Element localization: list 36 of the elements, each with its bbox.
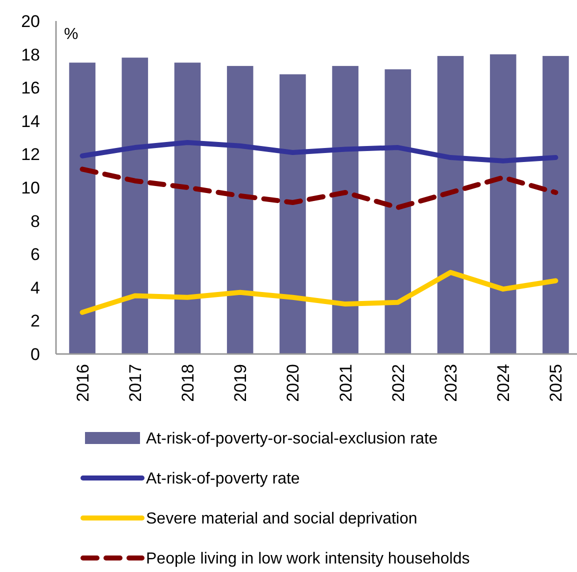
legend-label: People living in low work intensity households xyxy=(146,550,470,568)
x-tick-label: 2024 xyxy=(494,364,514,402)
y-tick-label: 12 xyxy=(21,145,40,164)
y-tick-label: 18 xyxy=(21,45,40,64)
x-tick-label: 2017 xyxy=(126,364,145,402)
y-axis-title: % xyxy=(64,26,78,43)
bar xyxy=(69,62,96,354)
bar xyxy=(542,56,569,354)
x-tick-label: 2020 xyxy=(284,364,303,402)
x-tick-label: 2025 xyxy=(546,364,566,402)
x-tick-label: 2021 xyxy=(336,364,356,402)
y-tick-label: 2 xyxy=(30,312,40,331)
y-tick-label: 8 xyxy=(30,212,40,231)
x-tick-label: 2019 xyxy=(231,364,250,402)
y-tick-label: 4 xyxy=(30,278,40,298)
y-tick-label: 10 xyxy=(21,178,40,198)
y-tick-label: 16 xyxy=(21,78,40,98)
x-tick-label: 2018 xyxy=(178,364,198,402)
legend-label: At-risk-of-poverty-or-social-exclusion rate xyxy=(146,430,438,448)
y-tick-label: 20 xyxy=(21,12,40,31)
bar xyxy=(174,62,201,354)
y-tick-label: 14 xyxy=(21,112,40,131)
legend-label: At-risk-of-poverty rate xyxy=(146,470,300,488)
bar xyxy=(280,74,306,354)
x-tick-label: 2022 xyxy=(388,364,408,402)
y-tick-label: 6 xyxy=(30,245,40,264)
y-tick-label: 0 xyxy=(30,344,40,364)
bar xyxy=(332,66,358,354)
bar xyxy=(226,66,254,354)
x-tick-label: 2023 xyxy=(442,364,460,402)
bar xyxy=(490,54,516,354)
legend-label: Severe material and social deprivation xyxy=(146,510,418,528)
bar xyxy=(437,56,464,354)
x-tick-label: 2016 xyxy=(73,364,92,402)
bar xyxy=(384,69,412,354)
bar xyxy=(122,58,148,354)
